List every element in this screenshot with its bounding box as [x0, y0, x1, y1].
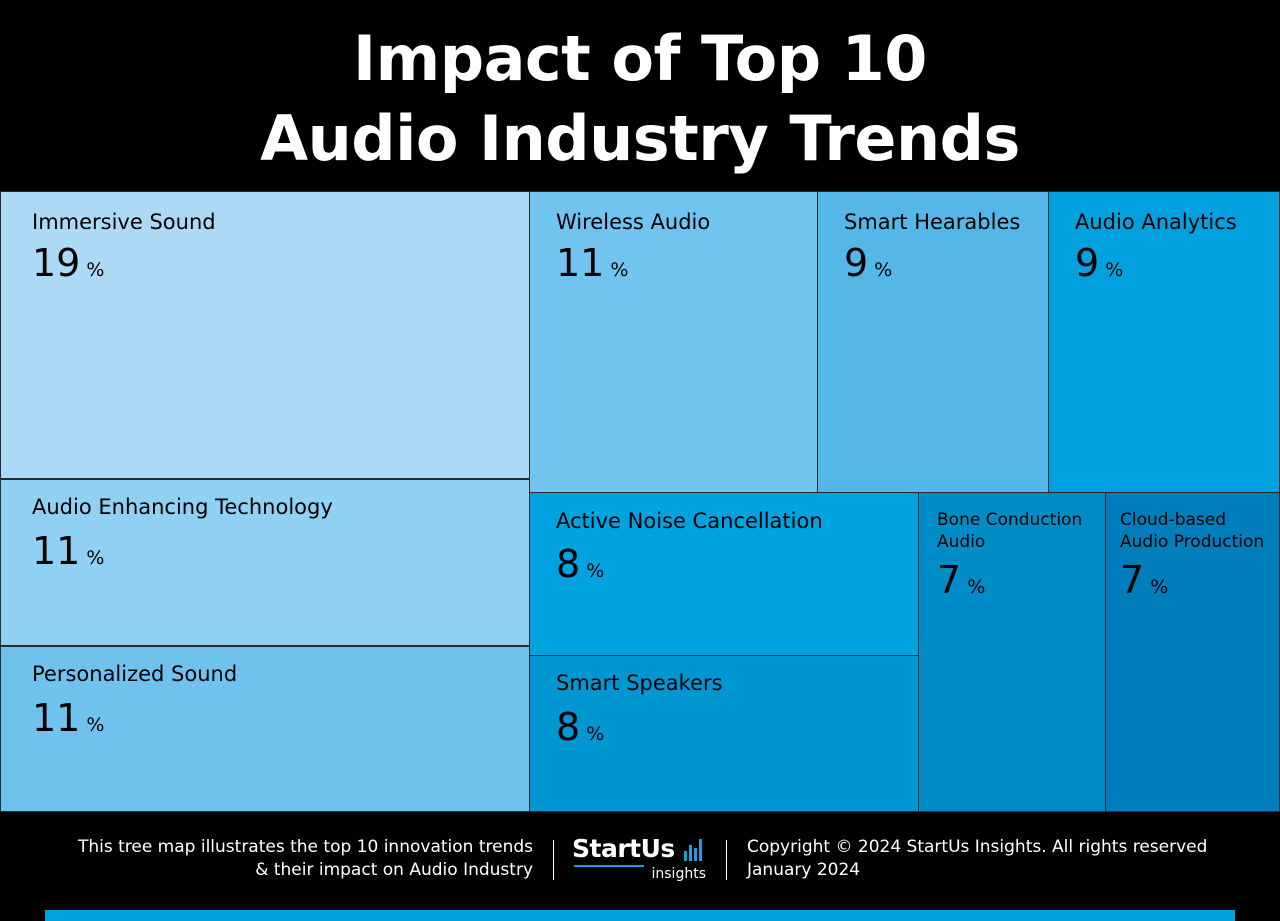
treemap-cell-number: 9	[1075, 241, 1100, 285]
footer-date: January 2024	[747, 859, 861, 880]
bar-chart-icon	[684, 839, 702, 861]
treemap-cell: Wireless Audio 11%	[529, 191, 818, 493]
treemap: Immersive Sound 19% Audio Enhancing Techno…	[0, 191, 1280, 812]
treemap-cell-number: 19	[32, 241, 81, 285]
treemap-cell-number: 8	[556, 542, 581, 586]
footer: This tree map illustrates the top 10 inn…	[0, 812, 1280, 921]
footer-divider-left	[553, 840, 554, 880]
treemap-cell-value: 7%	[937, 561, 985, 599]
treemap-cell-unit: %	[610, 259, 629, 281]
logo-wordmark: StartUs	[572, 834, 675, 863]
treemap-cell-label: Smart Hearables	[844, 210, 1021, 234]
treemap-cell-label: Audio Analytics	[1075, 210, 1237, 234]
footer-copyright: Copyright © 2024 StartUs Insights. All r…	[747, 837, 1208, 857]
chart-title-line-1: Impact of Top 10	[353, 22, 927, 95]
treemap-cell: Smart Speakers 8%	[529, 655, 919, 812]
treemap-cell: Audio Enhancing Technology 11%	[0, 479, 530, 646]
footer-divider-right	[726, 840, 727, 880]
treemap-cell-value: 11%	[556, 244, 628, 282]
treemap-cell-unit: %	[1105, 259, 1124, 281]
chart-header: Impact of Top 10 Audio Industry Trends	[0, 0, 1280, 191]
treemap-cell-label: Personalized Sound	[32, 662, 238, 686]
bottom-accent-bar	[45, 910, 1235, 921]
treemap-cell-label: Bone Conduction Audio	[937, 510, 1083, 553]
treemap-cell-label: Immersive Sound	[32, 210, 216, 234]
treemap-cell-unit: %	[586, 723, 605, 745]
footer-description-line-2: & their impact on Audio Industry	[255, 859, 533, 880]
treemap-cell-unit: %	[86, 714, 105, 736]
treemap-cell-value: 8%	[556, 708, 604, 746]
treemap-cell-unit: %	[86, 259, 105, 281]
treemap-cell-label: Smart Speakers	[556, 671, 723, 695]
treemap-cell-value: 11%	[32, 532, 104, 570]
footer-description: This tree map illustrates the top 10 inn…	[13, 836, 533, 882]
treemap-cell: Cloud-based Audio Production 7%	[1105, 492, 1280, 812]
treemap-cell-value: 9%	[844, 244, 892, 282]
treemap-cell-label: Cloud-based Audio Production	[1120, 510, 1265, 553]
logo-subtext: insights	[651, 866, 707, 882]
treemap-cell: Bone Conduction Audio 7%	[918, 492, 1106, 812]
treemap-cell-number: 11	[32, 696, 81, 740]
treemap-cell-label: Active Noise Cancellation	[556, 509, 823, 533]
treemap-cell: Immersive Sound 19%	[0, 191, 530, 479]
startus-insights-logo: StartUs insights	[572, 836, 712, 886]
treemap-cell: Smart Hearables 9%	[817, 191, 1049, 493]
treemap-cell-number: 7	[1120, 558, 1145, 602]
treemap-cell-value: 8%	[556, 545, 604, 583]
treemap-cell-unit: %	[586, 560, 605, 582]
treemap-cell-number: 7	[937, 558, 962, 602]
treemap-cell: Audio Analytics 9%	[1048, 191, 1280, 493]
chart-title-line-2: Audio Industry Trends	[260, 102, 1020, 175]
treemap-cell-unit: %	[86, 547, 105, 569]
logo-underline	[574, 865, 644, 867]
treemap-cell-value: 19%	[32, 244, 104, 282]
treemap-cell-number: 9	[844, 241, 869, 285]
footer-copyright-block: Copyright © 2024 StartUs Insights. All r…	[747, 836, 1207, 882]
treemap-cell-value: 9%	[1075, 244, 1123, 282]
treemap-cell-unit: %	[874, 259, 893, 281]
treemap-cell-label: Wireless Audio	[556, 210, 711, 234]
treemap-cell: Personalized Sound 11%	[0, 646, 530, 812]
treemap-cell-value: 11%	[32, 699, 104, 737]
treemap-cell: Active Noise Cancellation 8%	[529, 492, 919, 656]
footer-description-line-1: This tree map illustrates the top 10 inn…	[77, 837, 533, 857]
treemap-cell-label: Audio Enhancing Technology	[32, 495, 333, 519]
treemap-cell-value: 7%	[1120, 561, 1168, 599]
treemap-cell-number: 8	[556, 705, 581, 749]
treemap-cell-unit: %	[967, 576, 986, 598]
treemap-cell-number: 11	[32, 529, 81, 573]
treemap-cell-number: 11	[556, 241, 605, 285]
treemap-cell-unit: %	[1150, 576, 1169, 598]
